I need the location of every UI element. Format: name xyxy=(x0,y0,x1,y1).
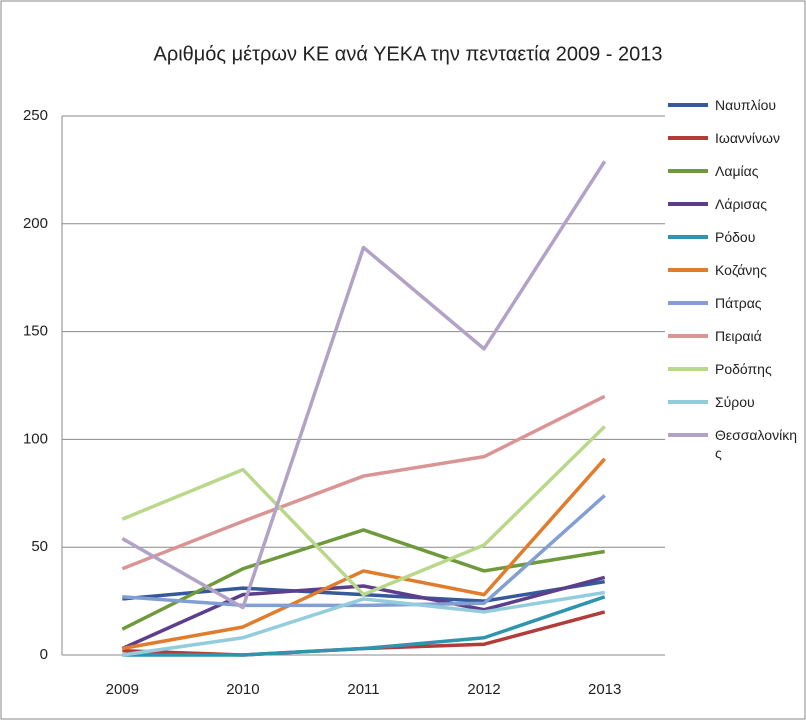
legend-label: Λαμίας xyxy=(715,163,759,179)
legend-swatch xyxy=(668,202,708,206)
series-line xyxy=(121,394,606,571)
legend-item: Ναυπλίου xyxy=(668,96,804,114)
chart-title: Αριθμός μέτρων ΚΕ ανά ΥΕΚΑ την πενταετία… xyxy=(154,43,663,65)
x-tick-label: 2010 xyxy=(226,681,259,698)
legend-item: Ιωαννίνων xyxy=(668,129,804,147)
y-tick-label: 150 xyxy=(23,323,48,340)
legend-item: Λάρισας xyxy=(668,195,804,213)
legend-label: Ρόδου xyxy=(715,229,756,245)
series-line xyxy=(122,595,606,657)
y-tick-label: 200 xyxy=(23,215,48,232)
legend-item: Κοζάνης xyxy=(668,261,804,279)
series-line xyxy=(122,590,605,657)
series-line xyxy=(121,528,605,631)
legend-label: Ιωαννίνων xyxy=(715,130,780,146)
legend-swatch xyxy=(668,235,708,239)
series-line xyxy=(121,160,607,610)
legend-item: Σύρου xyxy=(668,393,804,411)
legend-swatch xyxy=(668,400,708,404)
x-tick-label: 2011 xyxy=(347,681,379,698)
y-tick-label: 250 xyxy=(23,107,48,124)
series-line xyxy=(122,494,606,608)
legend-item: Ροδόπης xyxy=(668,360,804,378)
legend-item: Ρόδου xyxy=(668,228,804,246)
legend-swatch xyxy=(668,268,708,272)
legend-swatch xyxy=(668,433,708,437)
series-line xyxy=(121,457,607,651)
legend-label: Θεσσαλονίκης xyxy=(715,427,797,461)
legend-label: Σύρου xyxy=(715,394,755,410)
legend-swatch xyxy=(668,103,708,107)
legend-swatch xyxy=(668,367,708,371)
y-tick-label: 50 xyxy=(31,538,48,555)
legend-label: Λάρισας xyxy=(715,196,768,212)
legend-label: Πάτρας xyxy=(715,295,762,311)
x-tick-label: 2009 xyxy=(106,681,139,698)
legend-item: Πάτρας xyxy=(668,294,804,312)
legend-swatch xyxy=(668,301,708,305)
legend-item: Λαμίας xyxy=(668,162,804,180)
legend-label: Πειραιά xyxy=(715,328,762,344)
legend-label: Κοζάνης xyxy=(715,262,767,278)
y-tick-label: 0 xyxy=(40,646,48,663)
legend-label: Ροδόπης xyxy=(715,361,772,377)
y-tick-label: 100 xyxy=(23,430,48,447)
legend-label: Ναυπλίου xyxy=(715,97,777,113)
legend-item: Θεσσαλονίκης xyxy=(668,426,804,462)
series-line xyxy=(121,575,606,651)
legend-item: Πειραιά xyxy=(668,327,804,345)
legend-swatch xyxy=(668,334,708,338)
series-line xyxy=(121,425,606,597)
x-tick-label: 2013 xyxy=(588,681,621,698)
legend-swatch xyxy=(668,169,708,173)
legend-swatch xyxy=(668,136,708,140)
x-tick-label: 2012 xyxy=(467,681,500,698)
